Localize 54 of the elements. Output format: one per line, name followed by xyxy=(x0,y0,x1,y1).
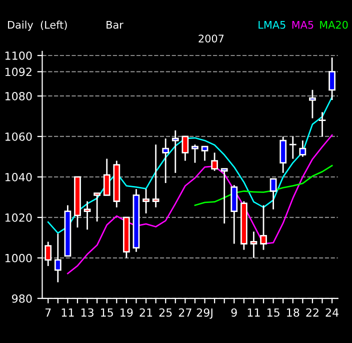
x-tick-label: 15 xyxy=(267,308,280,317)
y-tick-label: 1092 xyxy=(5,68,32,76)
candlestick xyxy=(260,204,267,251)
candlestick xyxy=(220,168,228,224)
candlestick xyxy=(182,136,189,162)
x-tick-label: 11 xyxy=(248,308,260,317)
x-tick-label: 7 xyxy=(45,308,51,317)
candlestick xyxy=(172,130,179,174)
candlestick xyxy=(103,158,110,196)
candlestick xyxy=(211,152,218,172)
line-series xyxy=(194,164,333,206)
x-tick-label: 19 xyxy=(120,308,133,317)
x-tick-label: 27 xyxy=(178,308,192,317)
chart-subtitle: 2007 xyxy=(198,34,224,42)
x-tick-label: 22 xyxy=(306,308,318,317)
candlestick xyxy=(289,136,296,160)
candlestick xyxy=(152,144,160,208)
x-tick-label: 25 xyxy=(159,308,172,317)
y-tick-label: 1080 xyxy=(5,92,32,100)
candlestick xyxy=(318,111,326,138)
candlestick xyxy=(84,200,91,230)
x-tick-label: 29J xyxy=(196,308,212,319)
candlestick xyxy=(94,192,101,222)
line-series xyxy=(47,96,333,234)
text: MA20 xyxy=(320,20,348,29)
y-tick-label: 1000 xyxy=(5,254,32,262)
text: LMA5 xyxy=(258,21,286,29)
candlestick xyxy=(192,144,198,164)
y-tick-label: 1100 xyxy=(5,51,32,60)
candlestick xyxy=(270,178,277,210)
x-tick-label: 21 xyxy=(140,308,152,317)
candlestick xyxy=(280,136,287,174)
y-tick-label: 1020 xyxy=(5,213,32,222)
x-tick-label: 18 xyxy=(287,308,300,317)
candlestick xyxy=(328,56,336,101)
y-tick-label: 1040 xyxy=(5,172,32,182)
candlestick xyxy=(162,138,170,184)
candlestick xyxy=(54,232,62,283)
chart-title: Daily (Left) xyxy=(8,20,67,31)
candlestick xyxy=(142,188,150,214)
candlestick xyxy=(201,146,208,162)
x-tick-label: 9 xyxy=(231,308,237,317)
text: MA5 xyxy=(292,21,314,29)
text: Bar xyxy=(106,21,124,29)
x-tick-label: 24 xyxy=(326,308,338,317)
y-tick-label: 980 xyxy=(12,294,32,303)
y-tick-label: 1060 xyxy=(5,132,32,141)
x-tick-label: 11 xyxy=(62,308,74,317)
candlestick xyxy=(250,230,258,259)
line-series xyxy=(67,134,333,274)
candlestick xyxy=(299,140,306,158)
x-tick-label: 13 xyxy=(81,308,94,317)
candlestick xyxy=(309,89,316,119)
x-tick-label: 15 xyxy=(101,308,113,317)
